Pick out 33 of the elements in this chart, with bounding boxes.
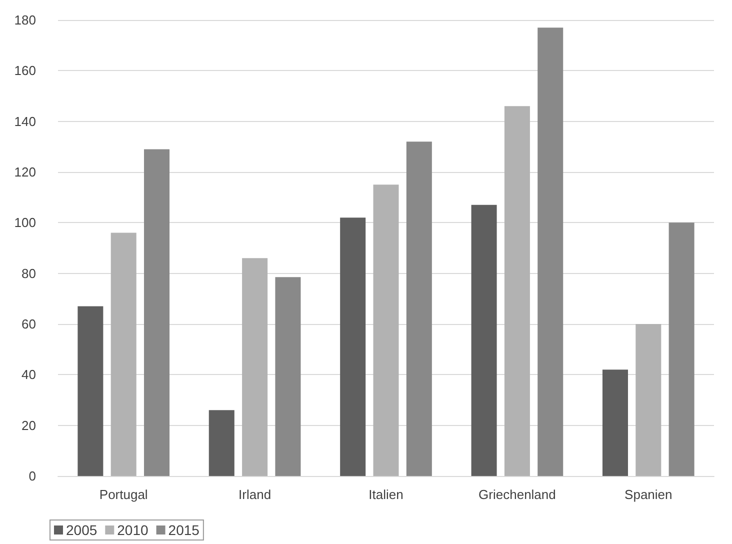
legend-label: 2015 [168, 522, 200, 538]
x-tick-label: Irland [238, 487, 272, 502]
bar [406, 142, 432, 476]
bar [471, 204, 497, 476]
y-tick-label: 60 [22, 316, 36, 332]
bar [373, 184, 399, 476]
x-tick-label: Griechenland [478, 487, 556, 502]
y-tick-label: 20 [22, 418, 36, 433]
bar [208, 410, 234, 476]
bar [275, 277, 301, 476]
x-tick-label: Portugal [99, 487, 148, 502]
y-tick-label: 100 [14, 215, 36, 230]
x-tick-label: Spanien [624, 487, 672, 502]
legend-label: 2005 [66, 522, 98, 538]
bar [110, 232, 136, 476]
bar [668, 222, 694, 476]
x-tick-label: Italien [368, 487, 404, 502]
bar [602, 370, 628, 476]
bar [636, 324, 662, 476]
y-tick-label: 180 [14, 12, 36, 28]
y-tick-label: 120 [14, 164, 36, 180]
y-tick-label: 80 [22, 266, 36, 281]
y-tick-label: 160 [14, 63, 36, 78]
y-tick-label: 140 [14, 114, 36, 129]
bar [144, 149, 170, 476]
bar [538, 28, 564, 476]
bar [504, 106, 530, 476]
bar [340, 218, 366, 476]
bar [78, 306, 104, 476]
bar [242, 258, 268, 476]
y-tick-label: 0 [28, 468, 36, 484]
y-tick-label: 40 [22, 367, 36, 382]
legend-label: 2010 [117, 522, 149, 538]
